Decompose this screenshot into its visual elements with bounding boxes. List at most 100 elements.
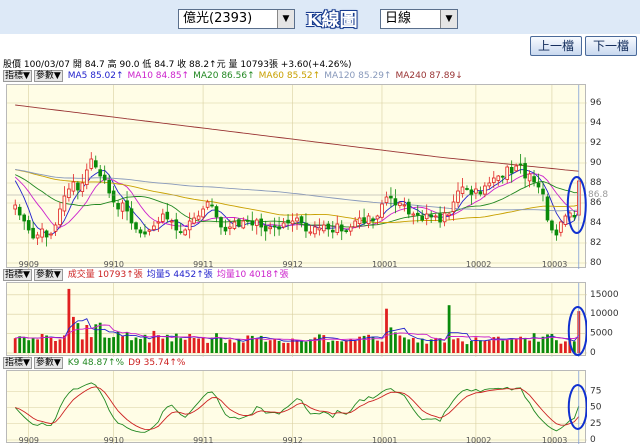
last-price-label: 86.8: [588, 190, 608, 200]
volume-bar: [277, 341, 281, 353]
stock-select[interactable]: 億光(2393) ▼: [178, 9, 295, 29]
chevron-down-icon[interactable]: ▼: [440, 10, 457, 28]
volume-bar: [353, 341, 357, 353]
indicator-menu[interactable]: 指標▼: [3, 269, 32, 281]
price-axis-label: 80: [590, 258, 602, 268]
candle-body: [545, 196, 550, 221]
candle-body: [554, 229, 559, 236]
period-select[interactable]: 日線 ▼: [380, 9, 458, 29]
candle-body: [192, 217, 196, 224]
candle-body: [518, 163, 523, 166]
candle-body: [187, 220, 192, 231]
candle-body: [143, 231, 147, 235]
candle-body: [228, 226, 232, 229]
next-stock-button[interactable]: 下一檔: [585, 36, 637, 56]
candle-body: [483, 185, 487, 195]
prev-stock-button[interactable]: 上一檔: [530, 36, 582, 56]
volume-bar: [541, 336, 545, 353]
volume-bar: [215, 333, 218, 353]
volume-bar: [331, 340, 335, 353]
params-menu[interactable]: 參數▼: [33, 357, 63, 369]
kd-chart: 9909 9910 9911 9912 10001 10002 10003: [7, 371, 587, 444]
candle-body: [375, 215, 380, 220]
indicator-menu[interactable]: 指標▼: [3, 357, 32, 369]
candle-body: [353, 220, 357, 228]
candle-body: [178, 231, 183, 234]
x-tick-label: 10003: [542, 260, 567, 269]
kd-axis-label: 25: [590, 419, 601, 429]
candle-body: [174, 219, 179, 231]
candle-body: [263, 225, 268, 232]
candle-body: [536, 182, 541, 188]
volume-bar: [465, 344, 469, 353]
candle-body: [183, 229, 188, 236]
volume-bar: [452, 339, 455, 353]
candle-body: [532, 176, 536, 183]
x-tick-label: 9911: [193, 436, 213, 444]
candle-body: [406, 201, 411, 215]
x-tick-label: 9910: [104, 260, 124, 269]
candle-body: [241, 220, 246, 229]
candle-body: [456, 190, 460, 203]
volume-bar: [143, 334, 147, 353]
candle-body: [250, 220, 255, 226]
params-menu[interactable]: 參數▼: [33, 70, 63, 82]
volume-axis-label: 5000: [590, 329, 613, 339]
volume-bar: [523, 338, 527, 353]
legend-item: MA20 86.56↑: [193, 71, 255, 81]
volume-bar: [188, 334, 192, 353]
highlight-ellipse: [567, 306, 587, 356]
legend-item: D9 35.74↑%: [128, 358, 186, 368]
volume-bar: [322, 335, 326, 353]
volume-bar: [389, 327, 393, 353]
d9-line: [15, 386, 580, 431]
volume-bar: [112, 337, 115, 353]
volume-bar: [107, 337, 111, 353]
legend-item: 均量10 4018↑張: [216, 270, 289, 280]
x-tick-label: 9910: [104, 436, 124, 444]
volume-bar: [501, 340, 505, 353]
volume-bar: [514, 338, 518, 353]
candle-body: [474, 188, 478, 194]
volume-bar: [496, 336, 500, 353]
candle-body: [465, 188, 469, 190]
volume-bar: [304, 341, 308, 353]
highlight-ellipse: [566, 176, 587, 234]
candle-body: [80, 182, 85, 193]
volume-avg5-line: [15, 318, 580, 342]
volume-bar: [519, 336, 522, 353]
candle-body: [44, 230, 49, 238]
candle-body: [254, 219, 259, 226]
volume-bar: [183, 339, 187, 353]
candle-body: [527, 173, 532, 182]
x-tick-label: 9912: [283, 260, 303, 269]
volume-bar: [461, 341, 464, 353]
volume-bar: [165, 334, 169, 353]
volume-bar: [224, 342, 227, 353]
volume-bar: [300, 341, 303, 353]
page-title: K線圖: [306, 10, 358, 31]
params-menu[interactable]: 參數▼: [33, 269, 63, 281]
candle-body: [393, 198, 398, 206]
candle-body: [500, 175, 505, 178]
indicator-menu[interactable]: 指標▼: [3, 70, 32, 82]
volume-chart: [7, 283, 587, 357]
volume-bar: [510, 338, 514, 353]
volume-bar: [385, 308, 388, 353]
candle-body: [348, 226, 353, 232]
volume-bar: [550, 334, 554, 353]
chevron-down-icon[interactable]: ▼: [277, 10, 294, 28]
volume-bar: [291, 338, 294, 353]
candle-body: [429, 214, 433, 218]
volume-bar: [376, 340, 379, 353]
candle-body: [76, 182, 80, 191]
legend-item: 均量5 4452↑張: [146, 270, 213, 280]
candle-body: [232, 221, 237, 229]
stock-select-value: 億光(2393): [183, 11, 253, 26]
volume-bar: [403, 337, 406, 353]
volume-bar: [116, 331, 120, 353]
volume-bar: [416, 342, 420, 353]
candle-body: [317, 227, 322, 231]
volume-bar: [358, 336, 361, 353]
volume-bar: [340, 341, 344, 353]
